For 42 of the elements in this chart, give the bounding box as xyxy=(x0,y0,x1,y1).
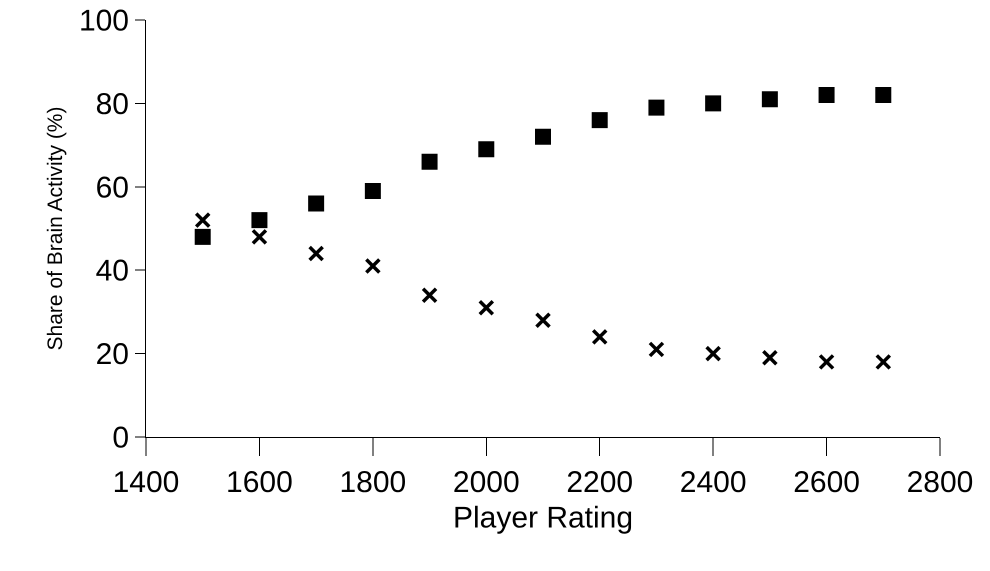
point xyxy=(535,128,551,145)
point xyxy=(592,112,608,128)
x-tick-label: 1600 xyxy=(226,466,293,499)
x-tick-label: 2000 xyxy=(452,466,520,499)
y-tick-label: 0 xyxy=(112,422,129,454)
x-tick-label: 2600 xyxy=(793,466,860,499)
y-tick-label: 20 xyxy=(96,338,129,372)
x-axis-title: Player Rating xyxy=(452,502,634,534)
point xyxy=(648,100,664,116)
x-tick-label: 2200 xyxy=(566,466,634,499)
point xyxy=(591,328,608,346)
point xyxy=(251,228,268,246)
point xyxy=(194,228,211,245)
point xyxy=(762,91,778,108)
point xyxy=(364,182,381,199)
x-tick-label: 2400 xyxy=(680,466,747,499)
point xyxy=(704,345,722,362)
point xyxy=(308,195,324,212)
point xyxy=(421,286,438,304)
y-tick-label: 100 xyxy=(78,4,129,38)
x-tick-label: 2800 xyxy=(906,466,974,499)
point xyxy=(478,299,495,316)
x-tick-label: 1400 xyxy=(112,466,180,499)
point xyxy=(875,354,892,370)
y-tick-label: 40 xyxy=(96,254,129,288)
y-tick-label: 60 xyxy=(96,171,129,204)
point xyxy=(422,154,438,170)
x-tick-label: 1800 xyxy=(339,466,406,499)
point xyxy=(705,95,722,112)
point xyxy=(308,245,324,262)
y-tick-label: 80 xyxy=(96,88,129,121)
point xyxy=(534,312,552,328)
point xyxy=(194,212,211,228)
point xyxy=(251,212,268,228)
y-axis-title: Share of Brain Activity (%) xyxy=(44,106,68,350)
point xyxy=(818,87,835,104)
point xyxy=(762,350,778,366)
point xyxy=(648,341,665,358)
point xyxy=(875,87,892,104)
point xyxy=(818,354,835,370)
point xyxy=(364,258,382,274)
point xyxy=(478,141,494,158)
